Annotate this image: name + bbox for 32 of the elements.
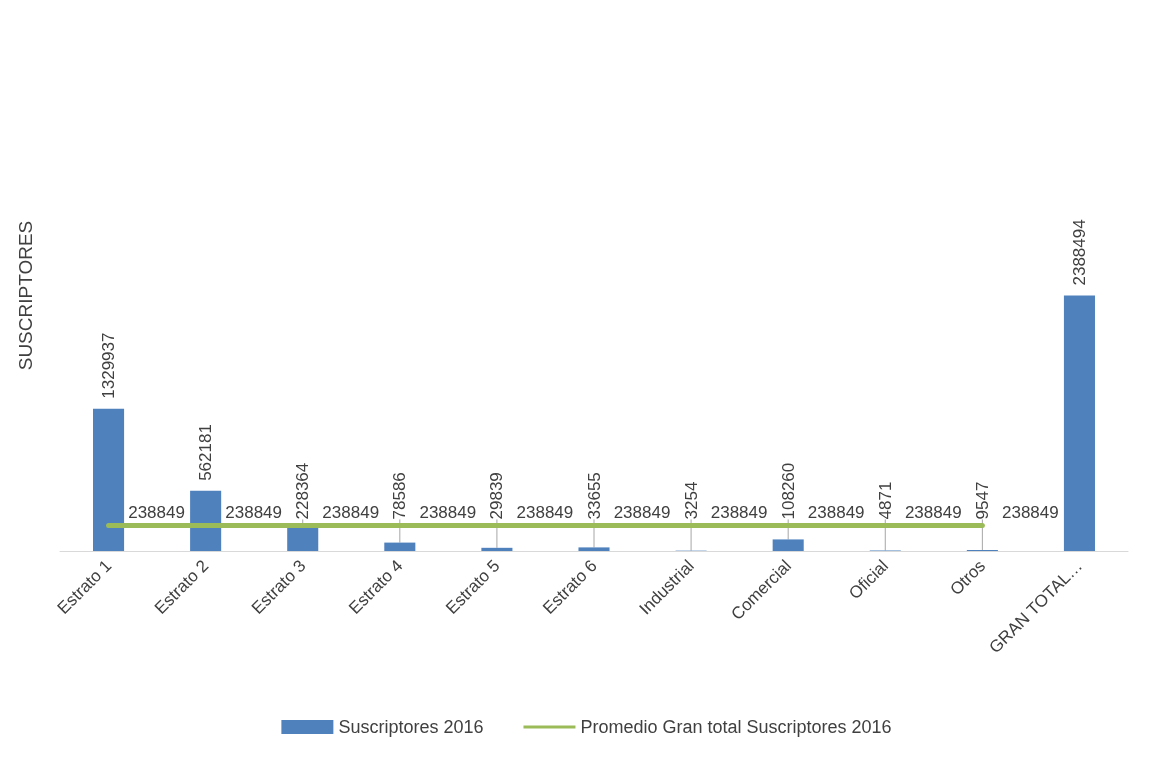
- data-label: 228364: [293, 462, 313, 520]
- bar: [190, 490, 222, 551]
- data-label: 238849: [419, 503, 477, 523]
- data-label: 562181: [196, 424, 216, 481]
- data-label: 1329937: [99, 332, 119, 399]
- data-label: 108260: [778, 462, 798, 520]
- data-label: 29839: [487, 472, 507, 520]
- bar: [578, 547, 610, 551]
- data-label: 238849: [807, 503, 865, 523]
- data-label: 4871: [875, 481, 895, 520]
- data-label: 238849: [322, 503, 380, 523]
- data-label: 33655: [584, 472, 604, 520]
- bar: [772, 539, 804, 551]
- data-label: 238849: [128, 503, 185, 523]
- y-axis-title: SUSCRIPTORES: [15, 220, 36, 371]
- bar: [1063, 295, 1095, 551]
- data-label: 238849: [1002, 503, 1059, 523]
- legend-label: Promedio Gran total Suscriptores 2016: [580, 717, 892, 737]
- data-label: 78586: [390, 472, 410, 520]
- data-label: 9547: [972, 481, 992, 520]
- data-label: 238849: [904, 503, 962, 523]
- data-label: 238849: [225, 503, 282, 523]
- data-label: 2388494: [1069, 219, 1089, 286]
- data-label: 238849: [613, 503, 671, 523]
- data-label: 238849: [710, 503, 768, 523]
- bar: [481, 547, 513, 551]
- data-label: 238849: [516, 503, 574, 523]
- legend-label: Suscriptores 2016: [338, 717, 484, 737]
- bar: [287, 526, 319, 551]
- bar: [384, 542, 416, 551]
- bar: [93, 408, 125, 551]
- data-label: 3254: [681, 481, 701, 520]
